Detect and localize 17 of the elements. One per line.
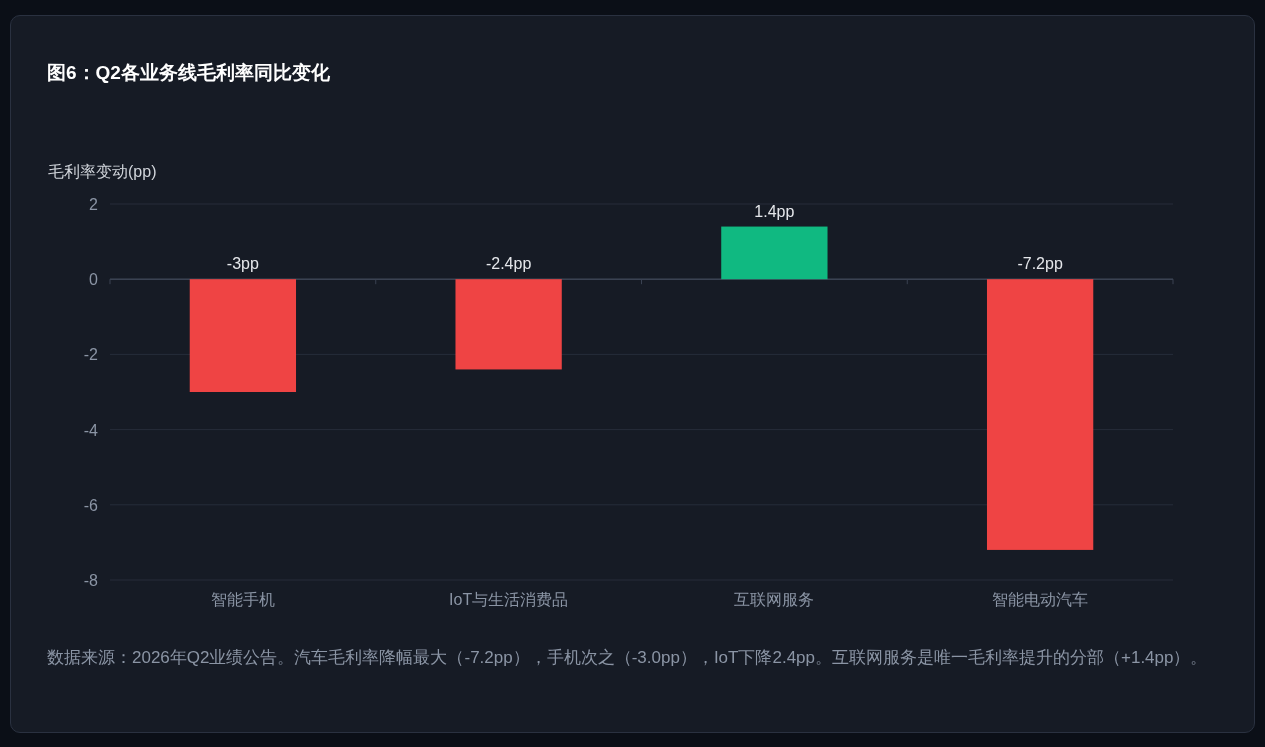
- y-tick-label: 0: [89, 271, 99, 289]
- y-tick-label: -4: [83, 421, 99, 439]
- data-label: 1.4pp: [754, 202, 795, 220]
- data-label: -7.2pp: [1017, 255, 1063, 273]
- y-axis-title: 毛利率变动(pp): [48, 163, 157, 180]
- data-label: -3pp: [226, 255, 259, 273]
- chart-title: 图6：Q2各业务线毛利率同比变化: [47, 61, 330, 85]
- source-note: 数据来源：2026年Q2业绩公告。汽车毛利率降幅最大（-7.2pp），手机次之（-3.0pp），IoT下降2.4pp。互联网服务是唯一毛利率提升的分部（+1.4pp）。: [47, 647, 1209, 669]
- y-tick-label: 2: [89, 196, 99, 213]
- data-label: -2.4pp: [485, 255, 532, 273]
- y-tick-label: -2: [83, 346, 99, 364]
- x-tick-label: 互联网服务: [734, 591, 815, 608]
- y-tick-label: -6: [83, 496, 99, 514]
- x-tick-label: 智能手机: [210, 591, 275, 608]
- x-tick-label: IoT与生活消费品: [449, 591, 569, 608]
- y-tick-label: -8: [83, 572, 99, 589]
- x-tick-label: 智能电动汽车: [992, 591, 1089, 608]
